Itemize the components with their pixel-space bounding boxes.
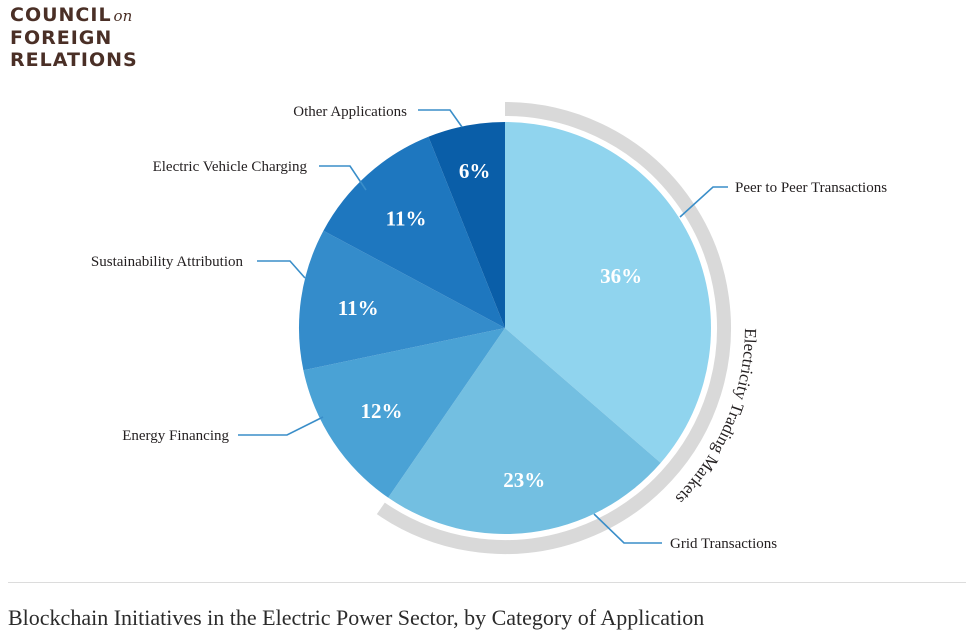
logo-on: on — [113, 7, 133, 25]
category-label-other-applications: Other Applications — [293, 104, 407, 120]
value-label-energy-financing: 12% — [361, 399, 403, 423]
value-label-electric-vehicle-charging: 11% — [386, 206, 427, 230]
pie-chart: 36% 23% 12% 11% 11% 6% Peer to Peer Transactio… — [91, 102, 887, 554]
category-label-electric-vehicle-charging: Electric Vehicle Charging — [153, 159, 308, 175]
category-label-grid-transactions: Grid Transactions — [670, 536, 777, 552]
slice-peer-to-peer-transactions — [505, 122, 711, 463]
value-label-grid-transactions: 23% — [503, 468, 545, 492]
leader-line-other-applications — [418, 109, 463, 128]
logo-line-council: COUNCIL — [10, 4, 112, 26]
slice-electric-vehicle-charging — [323, 136, 505, 328]
value-label-peer-to-peer-transactions: 36% — [600, 264, 642, 288]
value-label-other-applications: 6% — [459, 159, 491, 183]
leader-line-peer-to-peer-transactions — [679, 186, 728, 218]
value-label-sustainability-attribution: 11% — [338, 296, 379, 320]
leader-line-grid-transactions — [593, 513, 662, 544]
chart-caption: Blockchain Initiatives in the Electric P… — [8, 605, 705, 630]
logo-line-foreign: FOREIGN — [10, 27, 113, 49]
logo-line-relations: RELATIONS — [10, 49, 138, 71]
leader-line-electric-vehicle-charging — [319, 165, 367, 191]
category-label-energy-financing: Energy Financing — [122, 428, 229, 444]
cfr-logo: COUNCIL on FOREIGN RELATIONS — [10, 4, 138, 71]
leader-line-sustainability-attribution — [257, 260, 306, 279]
slice-grid-transactions — [388, 328, 661, 534]
category-label-peer-to-peer-transactions: Peer to Peer Transactions — [735, 180, 887, 196]
slice-other-applications — [428, 122, 505, 328]
slice-sustainability-attribution — [299, 230, 505, 371]
category-label-sustainability-attribution: Sustainability Attribution — [91, 254, 244, 270]
slice-energy-financing — [303, 328, 505, 498]
divider — [8, 582, 966, 583]
leader-line-energy-financing — [238, 416, 324, 436]
electricity-trading-bracket — [376, 102, 731, 554]
